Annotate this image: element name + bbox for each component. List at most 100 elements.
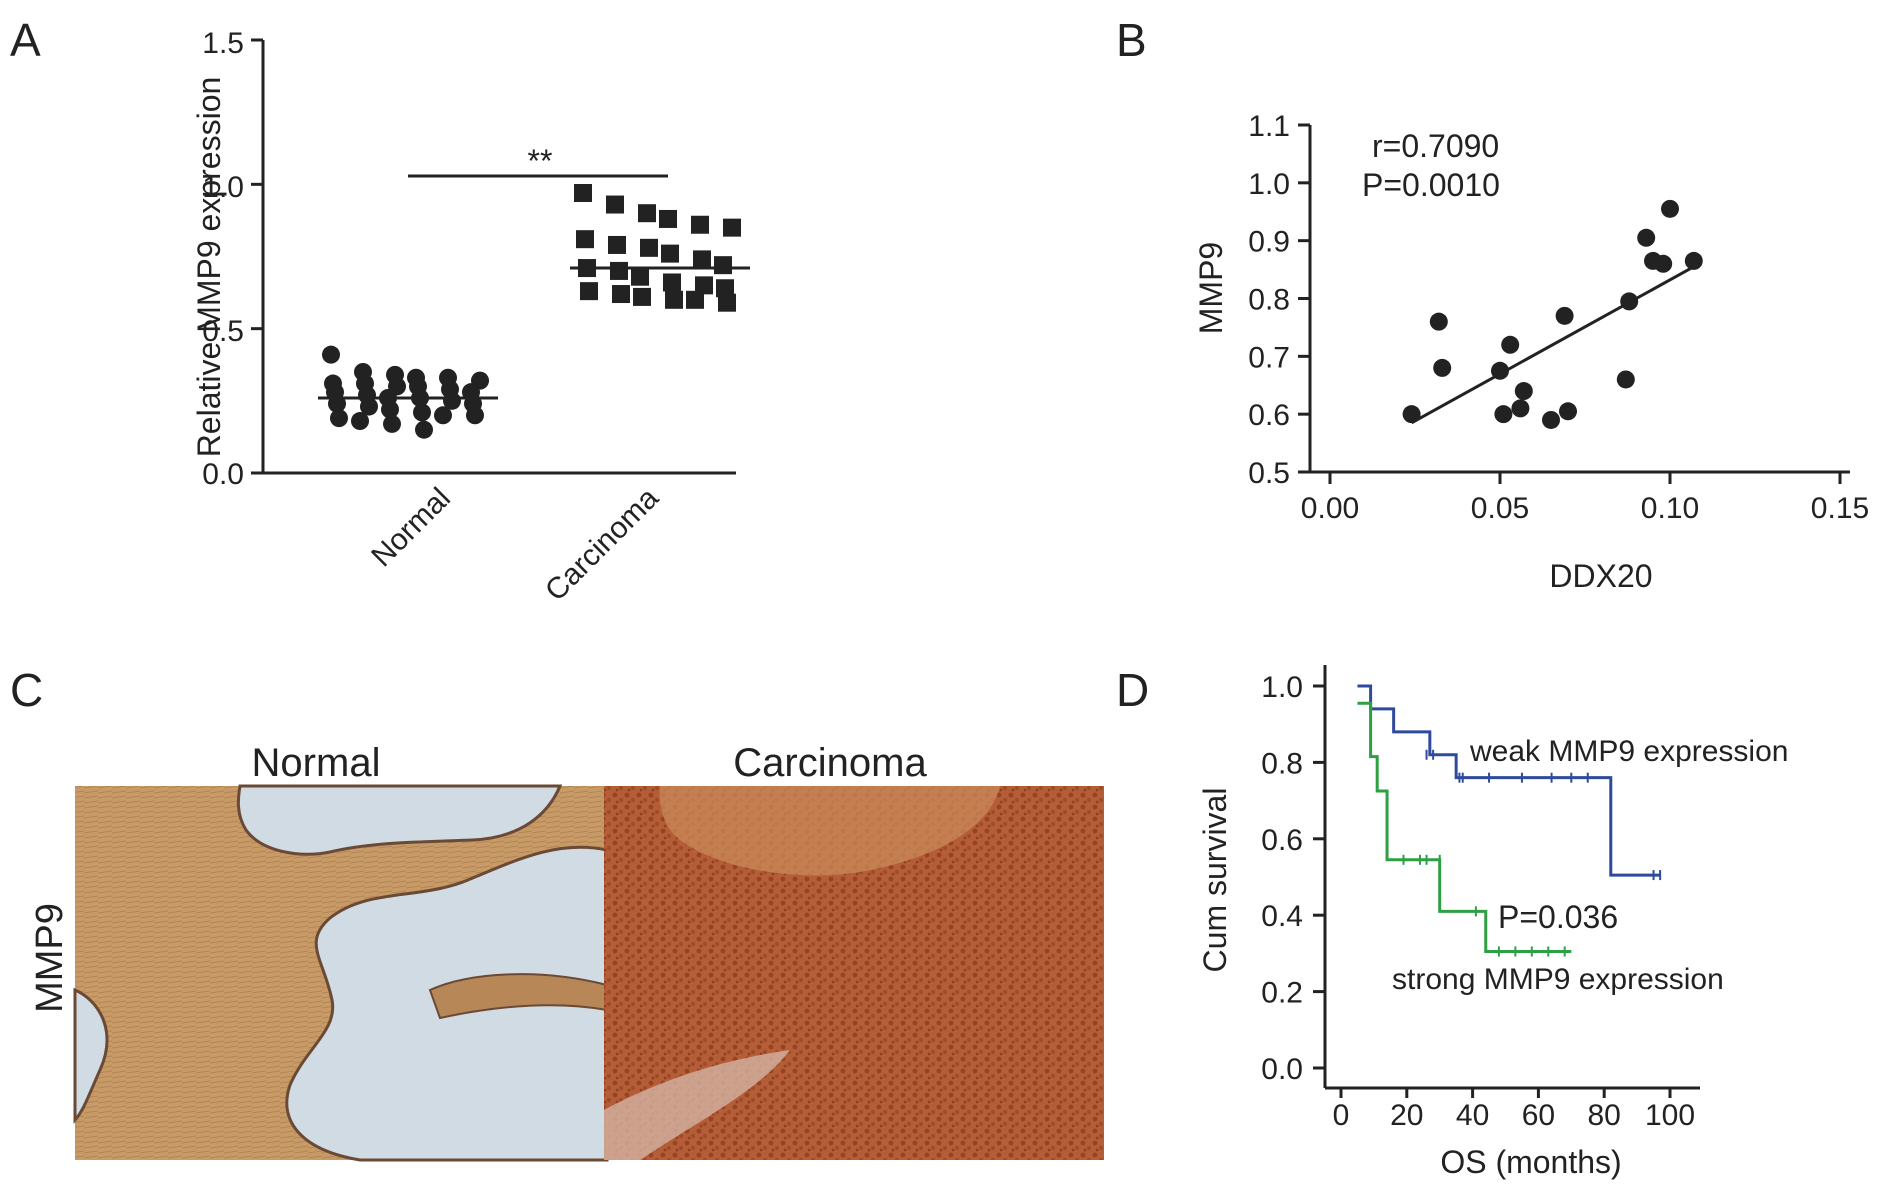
chart-d-marks	[1357, 684, 1662, 957]
chart-b-y-tick-label: 1.1	[1248, 110, 1290, 143]
chart-a-point-carcinoma	[574, 183, 592, 202]
chart-a-point-carcinoma	[693, 250, 711, 269]
chart-a-category-label: Carcinoma	[539, 481, 665, 607]
chart-a-category-label: Normal	[365, 482, 457, 574]
chart-a-point-carcinoma	[716, 279, 734, 298]
chart-d-y-tick-label: 1.0	[1261, 671, 1303, 704]
chart-b-x-tick-label: 0.05	[1471, 492, 1529, 525]
chart-b-point	[1433, 358, 1452, 377]
chart-a-point-carcinoma	[723, 218, 741, 237]
chart-b-point	[1514, 382, 1533, 401]
chart-b-point	[1402, 405, 1421, 424]
chart-d-y-axis-title: Cum survival	[1197, 788, 1233, 973]
chart-b-x-axis-title: DDX20	[1549, 558, 1652, 594]
panel-letter-a: A	[10, 14, 41, 66]
chart-a-point-carcinoma	[638, 204, 656, 223]
chart-b-y-tick-label: 0.8	[1248, 284, 1290, 317]
chart-d-x-tick-label: 20	[1390, 1099, 1423, 1132]
chart-a-point-carcinoma	[661, 244, 679, 263]
chart-a-point-normal	[330, 409, 348, 428]
chart-a-point-carcinoma	[633, 287, 651, 306]
chart-b-y-tick-label: 0.7	[1248, 341, 1290, 374]
chart-b-point	[1511, 399, 1530, 418]
chart-b-fit-line	[1410, 265, 1695, 425]
chart-b-x-tick-label: 0.00	[1301, 492, 1359, 525]
chart-d-annotation-p: P=0.036	[1498, 899, 1618, 935]
chart-d-y-tick-label: 0.0	[1261, 1053, 1303, 1086]
chart-a-point-normal	[413, 403, 431, 422]
chart-b-point	[1555, 306, 1574, 325]
chart-a-marks	[318, 183, 750, 439]
chart-a-point-normal	[443, 391, 461, 410]
chart-b-x-tick-label: 0.15	[1811, 492, 1869, 525]
chart-d-x-tick-label: 80	[1588, 1099, 1621, 1132]
chart-b-point	[1637, 228, 1656, 247]
chart-b-point	[1491, 361, 1509, 380]
chart-b-point	[1501, 335, 1520, 354]
tumor-pale-region	[659, 786, 1000, 876]
chart-b-y-tick-label: 0.5	[1248, 457, 1290, 490]
chart-a-point-carcinoma	[659, 209, 677, 228]
chart-d-x-tick-label: 60	[1522, 1099, 1555, 1132]
panel-letter-b: B	[1116, 14, 1147, 66]
lumen-left	[73, 987, 109, 1124]
chart-d-x-axis-title: OS (months)	[1440, 1144, 1621, 1180]
chart-a-point-normal	[381, 400, 399, 419]
chart-a-significance-label: **	[528, 143, 553, 179]
chart-d-x-tick-label: 40	[1456, 1099, 1489, 1132]
chart-b-y-tick-label: 0.9	[1248, 226, 1290, 259]
chart-d-legend-weak: weak MMP9 expression	[1469, 735, 1788, 768]
chart-b-annotation-p: P=0.0010	[1362, 167, 1500, 203]
chart-d: Cum survival OS (months) P=0.036 weak MM…	[1197, 665, 1788, 1180]
chart-a-point-normal	[415, 420, 433, 439]
chart-b-ticks: 0.00 0.05 0.10 0.15 0.5 0.6 0.7 0.8 0.9 1.0 1.1	[1248, 110, 1869, 525]
chart-b: MMP9 DDX20 r=0.7090 P=0.0010 0.00 0.05 0.1…	[1193, 110, 1869, 594]
chart-a-point-carcinoma	[640, 238, 658, 257]
chart-a-y-tick-label: 0.0	[202, 458, 244, 491]
chart-a-point-carcinoma	[610, 261, 628, 280]
chart-a-point-carcinoma	[714, 256, 732, 275]
chart-a-point-carcinoma	[663, 273, 681, 292]
chart-b-annotation-r: r=0.7090	[1372, 128, 1499, 164]
chart-b-point	[1616, 370, 1635, 389]
chart-a-point-normal	[322, 345, 340, 364]
chart-a-point-normal	[434, 406, 452, 425]
tumor-pale-streak	[604, 1050, 790, 1160]
chart-a-y-tick-label: 1.5	[202, 27, 244, 60]
chart-d-x-tick-label: 100	[1645, 1099, 1695, 1132]
chart-a-point-carcinoma	[665, 290, 683, 309]
chart-d-curve-weak	[1357, 684, 1661, 877]
chart-a-point-carcinoma	[606, 195, 624, 214]
chart-b-point	[1654, 254, 1673, 273]
chart-a-point-carcinoma	[718, 293, 736, 312]
micrograph-carcinoma	[604, 786, 1104, 1160]
chart-b-y-tick-label: 0.6	[1248, 399, 1290, 432]
micrograph-title-carcinoma: Carcinoma	[733, 741, 927, 785]
chart-d-y-tick-label: 0.2	[1261, 977, 1303, 1010]
micrograph-row-label: MMP9	[29, 903, 71, 1013]
chart-b-y-axis-title: MMP9	[1193, 242, 1229, 334]
micrograph-title-normal: Normal	[252, 741, 381, 785]
chart-d-y-tick-label: 0.8	[1261, 747, 1303, 780]
chart-b-point	[1684, 251, 1703, 270]
chart-a-point-carcinoma	[576, 230, 594, 249]
chart-b-point	[1661, 199, 1679, 218]
chart-b-marks	[1402, 199, 1703, 429]
chart-a-y-tick-label: 1.0	[202, 171, 244, 204]
chart-a-point-carcinoma	[612, 285, 630, 304]
chart-b-point	[1542, 410, 1560, 429]
chart-b-point	[1559, 402, 1577, 421]
chart-b-y-tick-label: 1.0	[1248, 168, 1290, 201]
chart-b-point	[1429, 312, 1448, 331]
micrograph-normal	[73, 784, 609, 1162]
chart-a-point-normal	[351, 412, 369, 431]
chart-b-point	[1620, 292, 1639, 311]
chart-d-x-tick-label: 0	[1333, 1099, 1350, 1132]
chart-a-point-carcinoma	[695, 276, 713, 295]
chart-b-x-tick-label: 0.10	[1641, 492, 1699, 525]
chart-a-point-carcinoma	[631, 267, 649, 286]
chart-d-curve-strong	[1357, 701, 1572, 953]
chart-d-legend-strong: strong MMP9 expression	[1392, 963, 1724, 996]
panel-letter-d: D	[1116, 664, 1149, 716]
